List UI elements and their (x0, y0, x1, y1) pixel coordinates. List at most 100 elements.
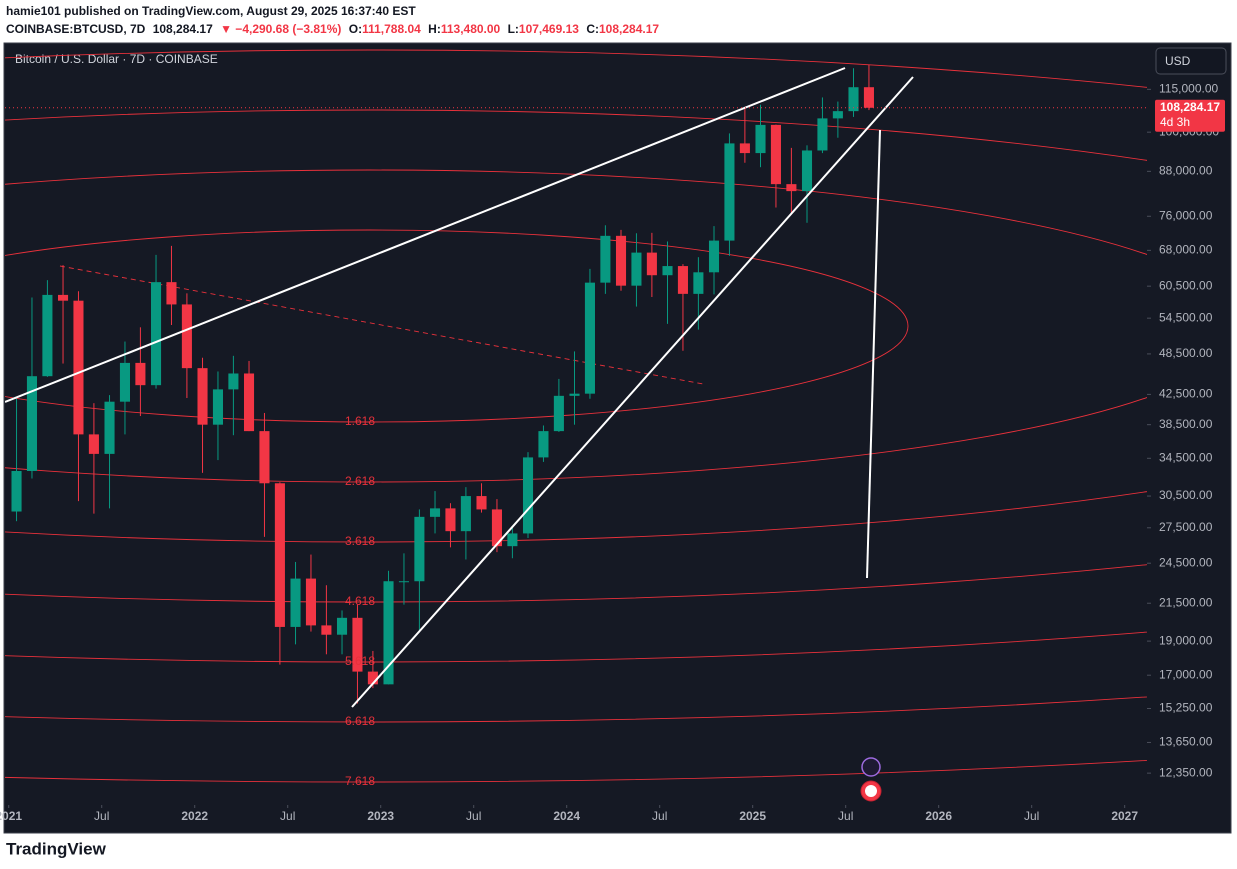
candle-body (26, 376, 38, 471)
candle-body (646, 252, 657, 276)
symbol-line: COINBASE:BTCUSD, 7D 108,284.17 ▼ −4,290.… (6, 22, 659, 36)
currency-button[interactable] (1155, 47, 1227, 75)
candle-body (352, 617, 363, 672)
last-price-box (1155, 99, 1225, 132)
candle-body (166, 282, 177, 305)
y-tick-label: 76,000.00 (1159, 208, 1213, 222)
candle-body (615, 235, 627, 286)
fib-ring (5, 696, 1147, 723)
candle-body (491, 509, 502, 547)
ohlc-label: L: (508, 22, 519, 36)
trend-line (5, 67, 846, 403)
x-tick-label: Jul (1024, 809, 1039, 823)
ohlc-label: H: (428, 22, 441, 36)
y-tick-label: 21,500.00 (1159, 595, 1213, 609)
countdown: 4d 3h (1160, 115, 1190, 129)
published-line: hamie101 published on TradingView.com, A… (6, 4, 416, 18)
x-tick-label: 2026 (925, 809, 952, 823)
candle-body (228, 373, 239, 390)
candle-body (662, 266, 673, 276)
ohlc-value: 108,284.17 (599, 22, 659, 36)
candles (11, 65, 874, 704)
ring-label: 3.618 (345, 534, 375, 548)
trend-line (866, 129, 881, 579)
y-tick-label: 30,500.00 (1159, 488, 1213, 502)
symbol: COINBASE:BTCUSD, 7D (6, 22, 146, 36)
candle-body (119, 362, 131, 402)
trend-lines (5, 67, 914, 708)
chart-title: Bitcoin / U.S. Dollar · 7D · COINBASE (15, 52, 218, 66)
candle-body (135, 362, 146, 386)
candle-body (243, 373, 255, 432)
candle-body (677, 266, 688, 294)
x-tick-label: 2022 (181, 809, 208, 823)
candle-body (445, 508, 456, 532)
candle-body (274, 483, 285, 627)
fib-ring (5, 631, 1147, 663)
y-tick-label: 48,500.00 (1159, 346, 1213, 360)
currency: USD (1165, 54, 1191, 68)
candle-body (770, 124, 781, 185)
fib-ring (5, 759, 1147, 783)
candle-body (801, 150, 813, 192)
y-tick-label: 38,500.00 (1159, 417, 1213, 431)
candle-body (476, 496, 487, 510)
candle-body (817, 118, 828, 151)
candle-body (259, 431, 270, 484)
candle-body (460, 496, 471, 532)
y-tick-label: 19,000.00 (1159, 633, 1213, 647)
candle-body (786, 184, 797, 192)
candle-body (73, 300, 84, 435)
candle-body (600, 235, 611, 283)
brand: TradingView (6, 839, 107, 858)
y-tick-label: 17,000.00 (1159, 667, 1213, 681)
x-tick-label: 2027 (1111, 809, 1138, 823)
candle-body (42, 294, 53, 377)
ring-label: 6.618 (345, 714, 375, 728)
candle-body (212, 389, 223, 425)
ring-label: 4.618 (345, 594, 375, 608)
candle-body (305, 578, 316, 626)
candle-body (181, 304, 192, 369)
candle-body (414, 516, 425, 582)
y-tick-label: 12,350.00 (1159, 765, 1213, 779)
candle-body (553, 395, 564, 432)
axes: 115,000.00100,000.0088,000.0076,000.0068… (0, 82, 1225, 823)
x-tick-label: 2025 (739, 809, 766, 823)
chart-frame (3, 42, 1232, 834)
candle-body (197, 368, 208, 425)
ring-label: 1.618 (345, 414, 375, 428)
ring-label: 2.618 (345, 474, 375, 488)
y-tick-label: 42,500.00 (1159, 387, 1213, 401)
price: 108,284.17 (153, 22, 213, 36)
y-tick-label: 24,500.00 (1159, 555, 1213, 569)
candle-body (321, 625, 332, 635)
y-tick-label: 68,000.00 (1159, 243, 1213, 257)
y-tick-label: 13,650.00 (1159, 735, 1213, 749)
event-icon[interactable] (861, 757, 881, 777)
candle-body (724, 143, 735, 241)
candle-body (88, 434, 99, 454)
ohlc-label: C: (586, 22, 599, 36)
change: ▼ −4,290.68 (−3.81%) (220, 22, 341, 36)
y-tick-label: 115,000.00 (1159, 82, 1218, 96)
candle-body (150, 282, 162, 386)
x-tick-label: Jul (280, 809, 295, 823)
x-tick-label: Jul (838, 809, 853, 823)
candle-body (755, 124, 766, 154)
candle-body (507, 533, 518, 547)
candle-body (429, 508, 441, 517)
y-tick-label: 88,000.00 (1159, 164, 1213, 178)
candle-body (383, 581, 394, 685)
fib-ring (5, 229, 909, 423)
x-tick-label: Jul (652, 809, 667, 823)
candle-body (398, 581, 409, 583)
ring-label: 5.618 (345, 654, 375, 668)
candle-body (832, 111, 843, 119)
x-tick-label: 2024 (553, 809, 580, 823)
candle-body (584, 282, 595, 394)
y-tick-label: 60,500.00 (1159, 278, 1213, 292)
